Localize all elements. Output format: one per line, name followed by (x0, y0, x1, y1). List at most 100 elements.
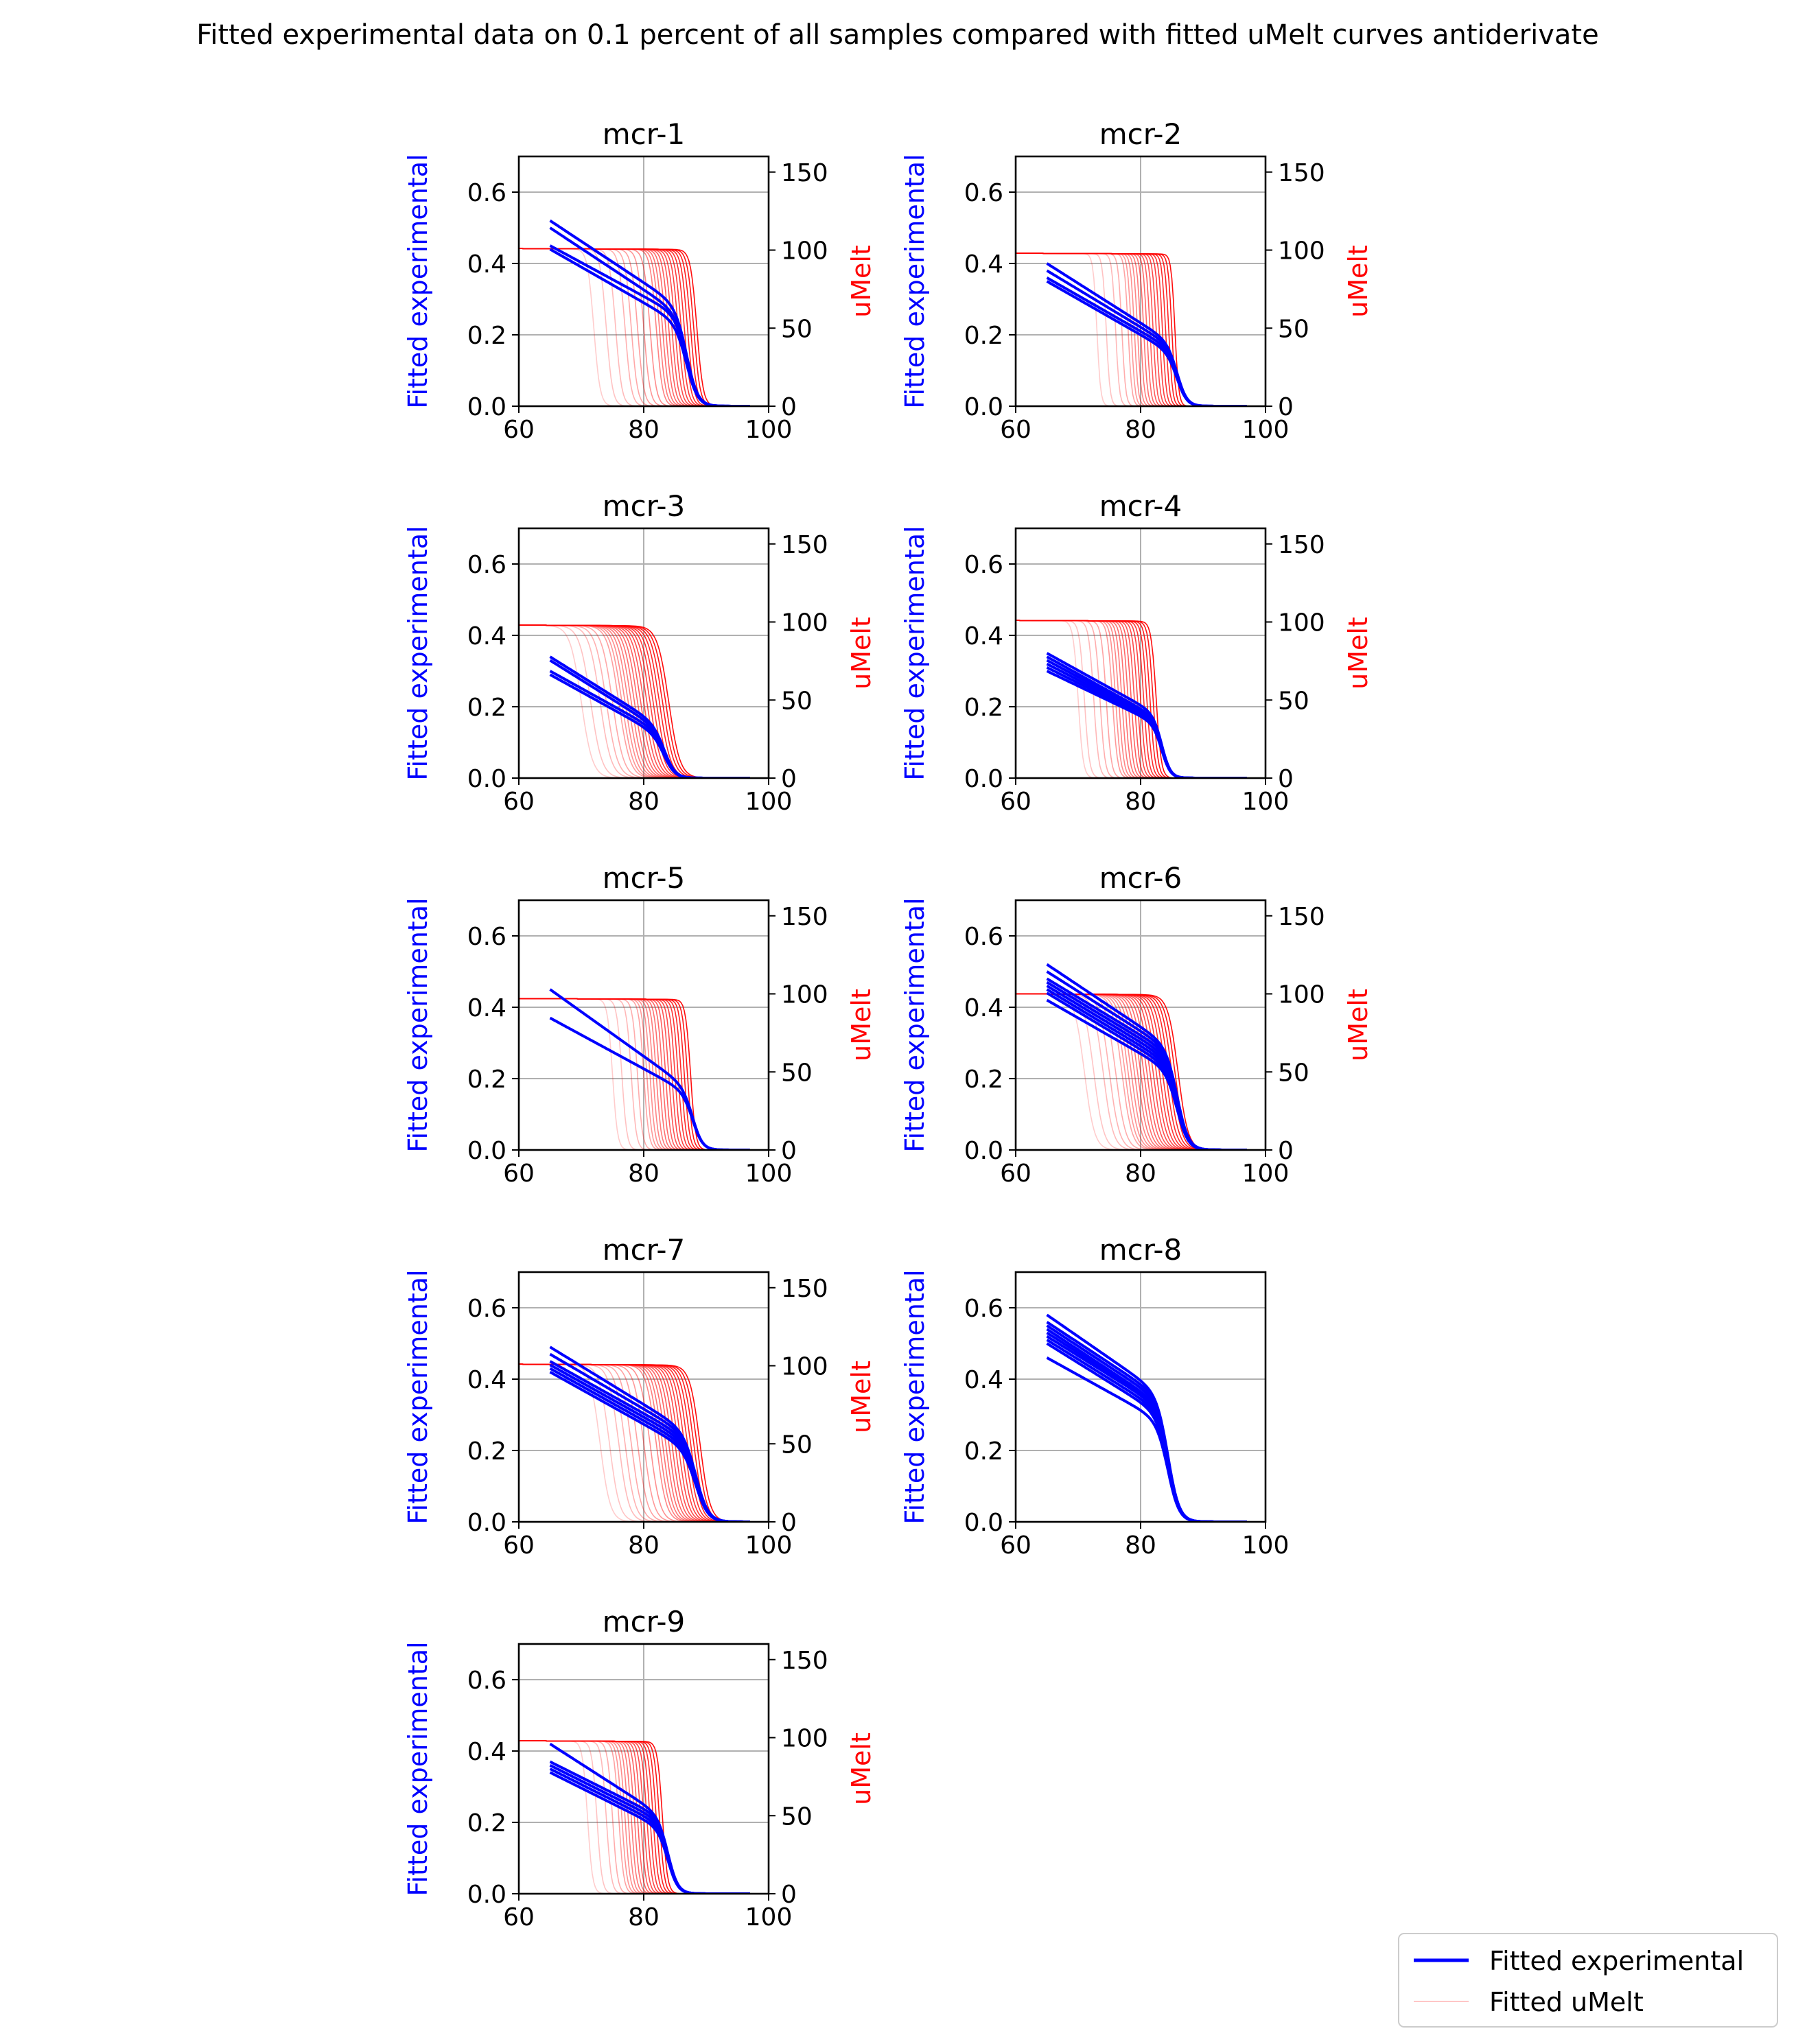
experimental-line (1046, 1356, 1247, 1522)
y-tick-label: 0.2 (467, 1066, 506, 1094)
experimental-series (549, 1742, 750, 1894)
y2-tick-label: 50 (781, 1802, 813, 1831)
experimental-line (1046, 1339, 1247, 1522)
y2-tick-label: 100 (781, 237, 828, 266)
y2-axis-label: uMelt (846, 1732, 876, 1805)
x-tick-label: 60 (503, 1160, 535, 1188)
experimental-line (1046, 670, 1247, 778)
x-tick-label: 100 (745, 1903, 793, 1931)
y2-tick-label: 100 (781, 609, 828, 637)
y2-tick-label: 0 (781, 1137, 797, 1165)
y2-tick-label: 150 (781, 531, 828, 559)
y-tick-label: 0.6 (467, 1295, 506, 1323)
y2-axis-label: uMelt (1343, 245, 1373, 318)
subplot-mcr-4: 60 80 100 0.0 0.2 0.4 0.6 0 50 100 150 mcr-4 Fitted … (900, 489, 1373, 816)
y2-tick-label: 100 (1278, 609, 1325, 637)
subplot-grid: 60 80 100 0.0 0.2 0.4 0.6 0 50 100 150 mcr-1 Fitted … (403, 117, 1373, 1931)
x-tick-label: 100 (1242, 788, 1290, 816)
y-tick-label: 0.2 (467, 694, 506, 722)
x-tick-label: 80 (1125, 416, 1156, 444)
x-tick-label: 100 (745, 1531, 793, 1560)
x-tick-label: 60 (503, 1531, 535, 1560)
umelt-line (519, 624, 750, 778)
umelt-line (1016, 620, 1247, 778)
y2-tick-label: 50 (781, 315, 813, 343)
y-axis-label: Fitted experimental (900, 1269, 930, 1524)
y-tick-label: 0.0 (467, 1509, 506, 1537)
subplot-mcr-7: 60 80 100 0.0 0.2 0.4 0.6 0 50 100 150 mcr-7 Fitted … (403, 1233, 876, 1560)
y-tick-label: 0.2 (964, 322, 1003, 350)
x-tick-label: 60 (1000, 1160, 1031, 1188)
subplot-mcr-8: 60 80 100 0.0 0.2 0.4 0.6 mcr-8 Fitted experimen… (900, 1233, 1289, 1560)
y-tick-label: 0.0 (467, 765, 506, 793)
y-tick-label: 0.2 (964, 1437, 1003, 1466)
y-tick-label: 0.6 (964, 551, 1003, 579)
y-tick-label: 0.2 (964, 1066, 1003, 1094)
legend-label-umelt: Fitted uMelt (1489, 1987, 1644, 2017)
y-tick-label: 0.2 (467, 1809, 506, 1837)
subplot-title: mcr-1 (603, 117, 685, 151)
experimental-line (549, 1760, 750, 1894)
x-tick-label: 100 (745, 1160, 793, 1188)
x-tick-label: 100 (745, 416, 793, 444)
y2-tick-label: 0 (781, 1509, 797, 1537)
experimental-line (549, 670, 750, 778)
x-tick-label: 60 (1000, 416, 1031, 444)
y-tick-label: 0.0 (964, 765, 1003, 793)
y2-tick-label: 0 (781, 393, 797, 421)
y-axis-label: Fitted experimental (900, 897, 930, 1152)
y-axis-label: Fitted experimental (900, 526, 930, 780)
y2-axis-label: uMelt (1343, 989, 1373, 1061)
experimental-line (549, 655, 750, 778)
experimental-line (1046, 280, 1247, 406)
y2-tick-label: 50 (1278, 315, 1309, 343)
y2-axis-label: uMelt (846, 617, 876, 690)
y-tick-label: 0.4 (467, 994, 506, 1022)
y-tick-label: 0.0 (964, 393, 1003, 421)
experimental-series (549, 1346, 750, 1522)
experimental-line (549, 1763, 750, 1894)
y-axis-label: Fitted experimental (403, 154, 433, 408)
figure-title: Fitted experimental data on 0.1 percent … (196, 19, 1598, 51)
y-tick-label: 0.6 (467, 179, 506, 207)
y2-tick-label: 50 (1278, 1059, 1309, 1087)
subplot-mcr-5: 60 80 100 0.0 0.2 0.4 0.6 0 50 100 150 mcr-5 Fitted … (403, 861, 876, 1188)
subplot-title: mcr-6 (1099, 861, 1182, 895)
experimental-line (549, 1742, 750, 1894)
y-tick-label: 0.4 (467, 1738, 506, 1766)
y2-tick-label: 0 (781, 1881, 797, 1909)
y2-tick-label: 100 (781, 1353, 828, 1381)
experimental-line (1046, 652, 1247, 778)
x-tick-label: 80 (628, 1903, 660, 1931)
experimental-line (549, 659, 750, 778)
x-tick-label: 80 (628, 416, 660, 444)
experimental-series (549, 655, 750, 778)
experimental-line (1046, 1342, 1247, 1522)
subplot-title: mcr-4 (1099, 489, 1182, 523)
y-tick-label: 0.0 (467, 1137, 506, 1165)
y2-tick-label: 150 (1278, 531, 1325, 559)
y-tick-label: 0.0 (964, 1137, 1003, 1165)
y-axis-label: Fitted experimental (403, 1641, 433, 1896)
umelt-line (1016, 252, 1247, 406)
umelt-series (1016, 620, 1247, 778)
subplot-mcr-3: 60 80 100 0.0 0.2 0.4 0.6 0 50 100 150 mcr-3 Fitted … (403, 489, 876, 816)
y-tick-label: 0.4 (964, 622, 1003, 650)
subplot-title: mcr-9 (603, 1605, 685, 1638)
experimental-line (549, 1771, 750, 1894)
y-tick-label: 0.6 (964, 179, 1003, 207)
y2-tick-label: 50 (781, 1431, 813, 1459)
subplot-title: mcr-7 (603, 1233, 685, 1267)
y2-tick-label: 50 (781, 687, 813, 715)
y-tick-label: 0.0 (964, 1509, 1003, 1537)
x-tick-label: 80 (628, 1531, 660, 1560)
y2-tick-label: 150 (781, 1275, 828, 1303)
subplot-title: mcr-2 (1099, 117, 1182, 151)
x-tick-label: 100 (1242, 1160, 1290, 1188)
y-tick-label: 0.0 (467, 1881, 506, 1909)
x-tick-label: 60 (503, 416, 535, 444)
x-tick-label: 60 (503, 788, 535, 816)
y-tick-label: 0.6 (964, 923, 1003, 951)
